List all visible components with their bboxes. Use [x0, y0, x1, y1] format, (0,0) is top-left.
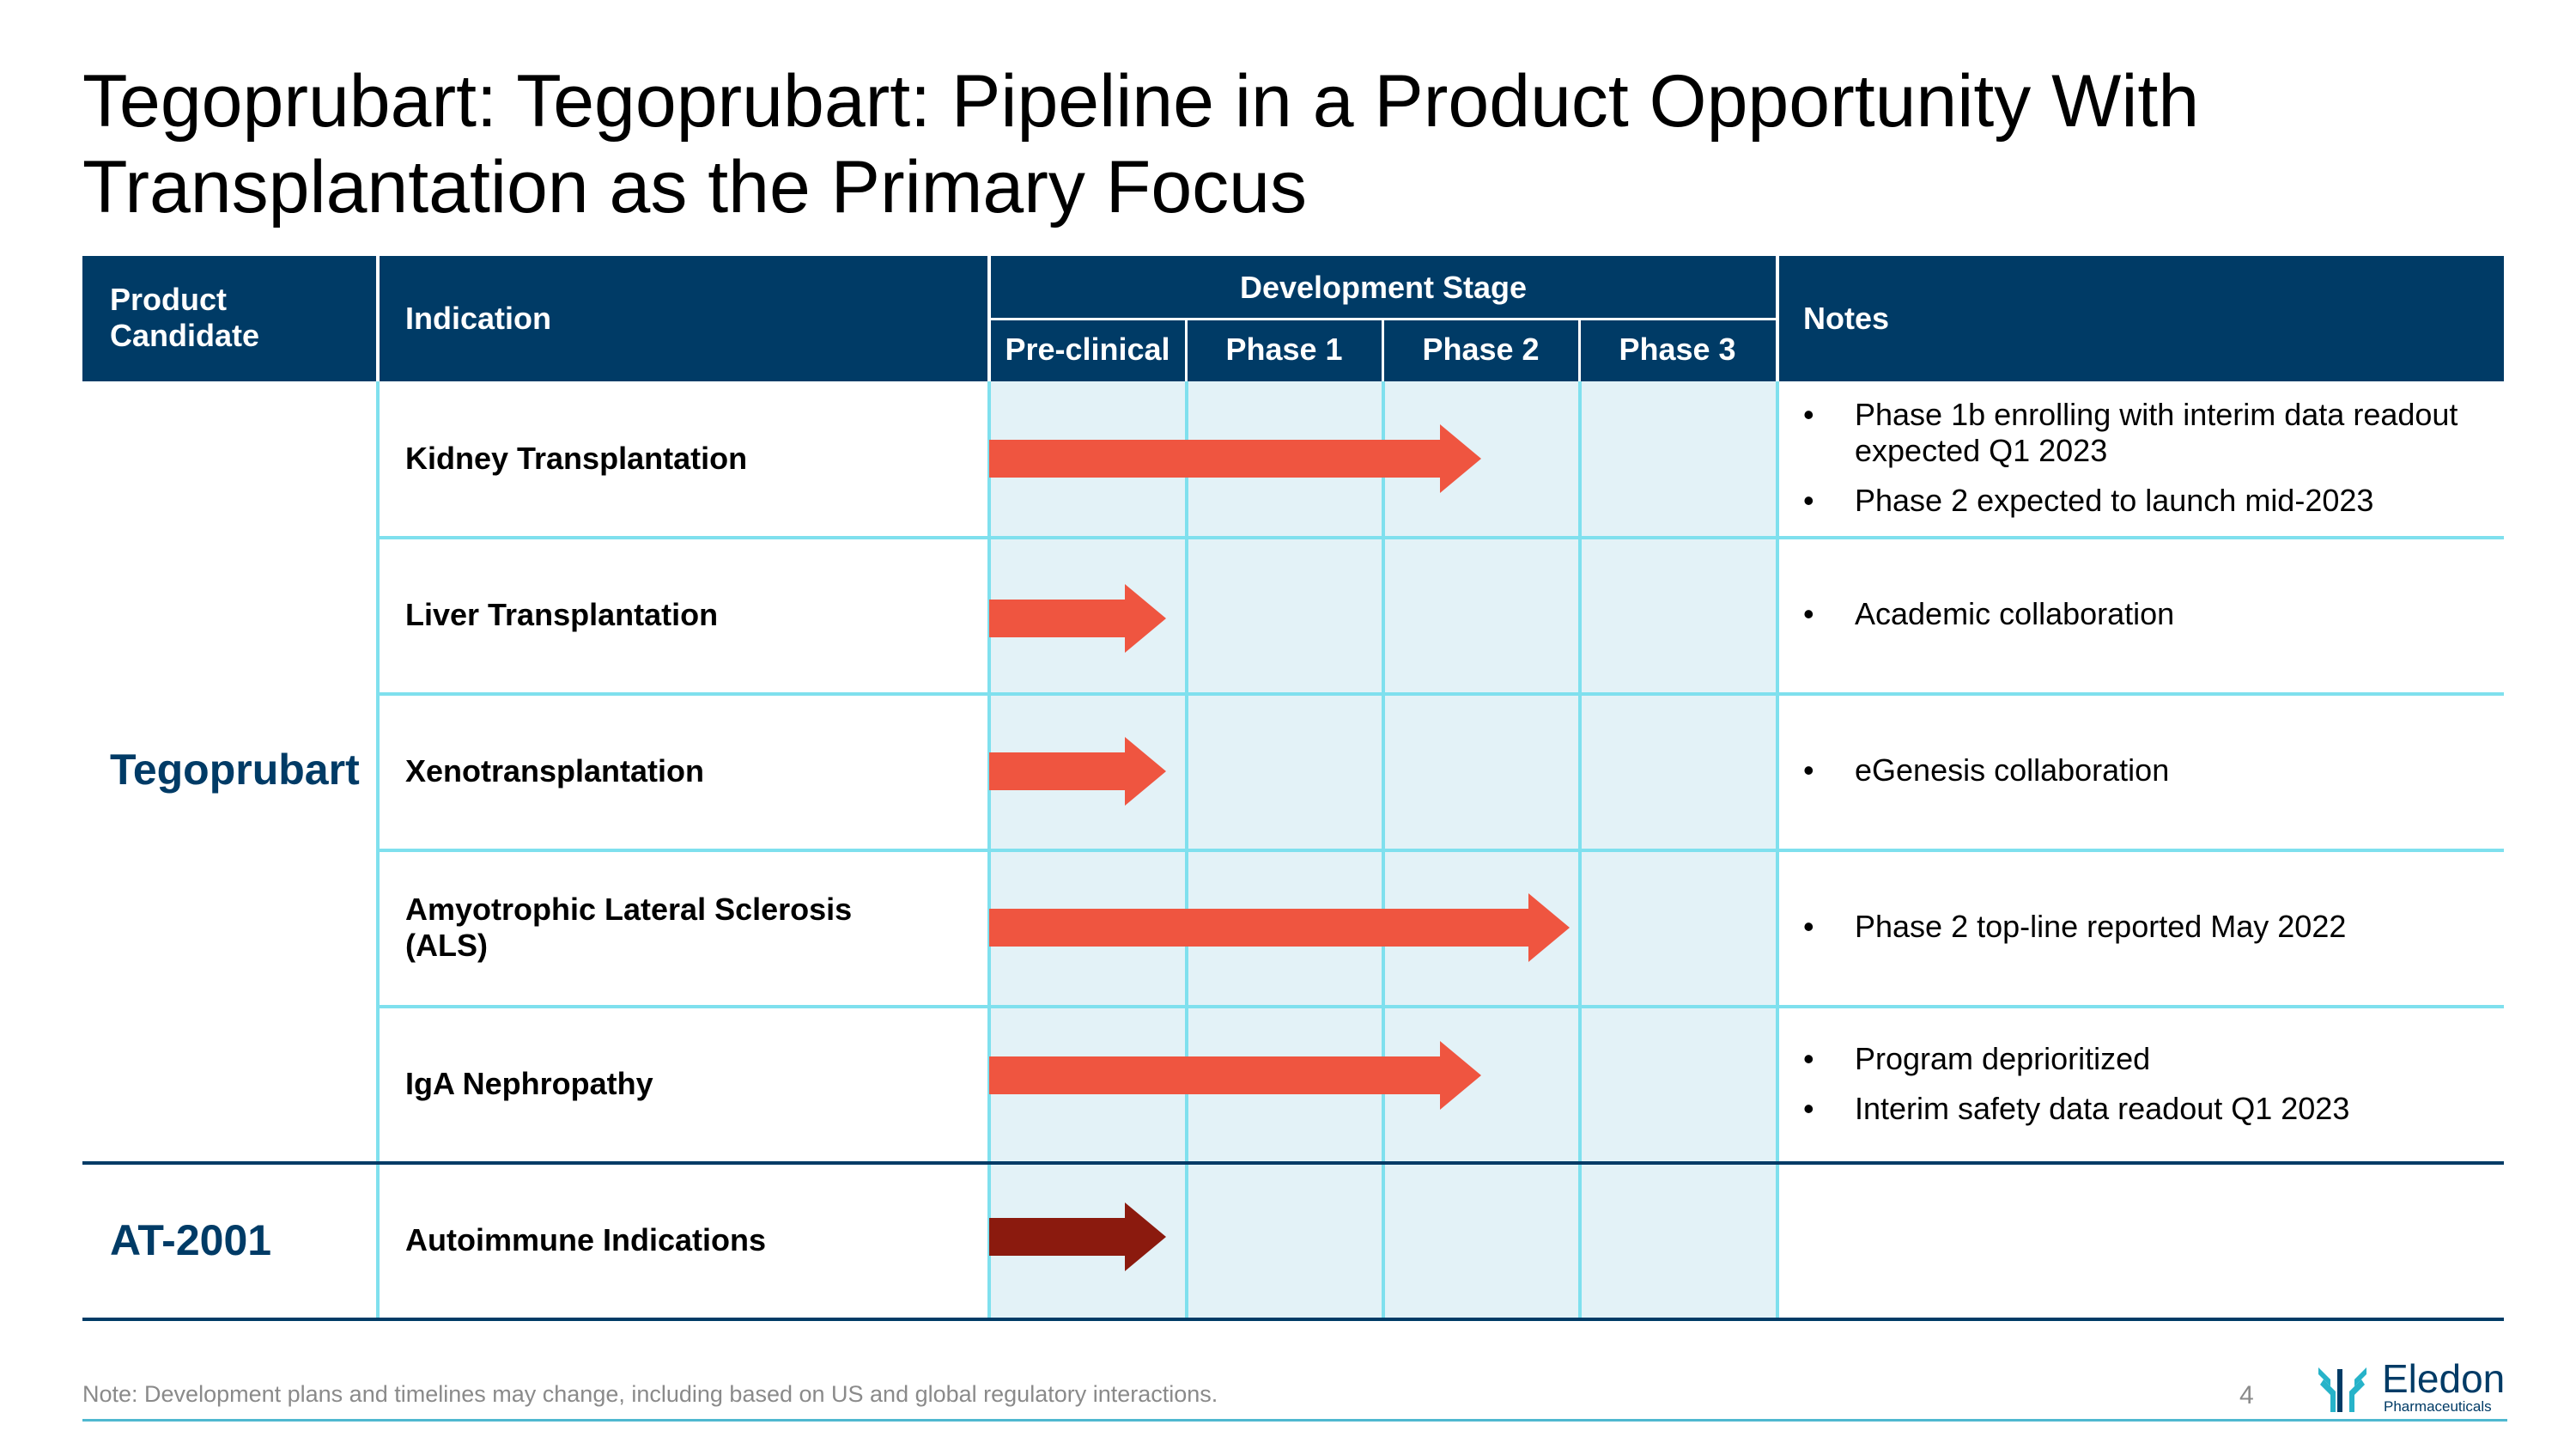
header-indication: Indication: [405, 301, 551, 336]
title-line-2: Transplantation as the Primary Focus: [82, 146, 1307, 228]
indication-xeno: Xenotransplantation: [405, 753, 705, 788]
row-divider: [378, 692, 2504, 696]
notes-als: Phase 2 top-line reported May 2022: [1803, 909, 2490, 959]
header-stage-phase-3: Phase 3: [1619, 332, 1736, 367]
note-item: Program deprioritized: [1803, 1041, 2490, 1077]
page-title: Tegoprubart: Tegoprubart: Pipeline in a …: [82, 58, 2538, 230]
header-stage-phase-1: Phase 1: [1225, 332, 1343, 367]
header-divider: [1776, 256, 1779, 381]
indication-autoimmune: Autoimmune Indications: [405, 1222, 767, 1257]
header-notes: Notes: [1803, 301, 1890, 336]
indication-liver: Liver Transplantation: [405, 597, 719, 632]
notes-kidney: Phase 1b enrolling with interim data rea…: [1803, 397, 2490, 533]
note-item: Academic collaboration: [1803, 596, 2490, 632]
note-item: Phase 1b enrolling with interim data rea…: [1803, 397, 2490, 469]
row-divider: [378, 849, 2504, 852]
progress-arrow-iga: [989, 1041, 1481, 1110]
progress-arrow-autoimmune: [989, 1202, 1167, 1271]
logo-wordmark: Eledon: [2382, 1356, 2506, 1401]
note-item: Interim safety data readout Q1 2023: [1803, 1091, 2490, 1127]
row-divider: [378, 536, 2504, 539]
header-divider: [376, 256, 380, 381]
product-tegoprubart: Tegoprubart: [110, 746, 360, 794]
eledon-logo-icon: [2318, 1367, 2366, 1412]
indication-als: Amyotrophic Lateral Sclerosis (ALS): [405, 892, 853, 963]
progress-arrow-liver: [989, 584, 1167, 653]
table-bottom-border: [82, 1318, 2504, 1321]
footnote: Note: Development plans and timelines ma…: [82, 1381, 1218, 1407]
note-item: Phase 2 top-line reported May 2022: [1803, 909, 2490, 945]
section-divider: [82, 1161, 2504, 1165]
indication-iga: IgA Nephropathy: [405, 1066, 653, 1101]
indication-kidney: Kidney Transplantation: [405, 441, 748, 476]
progress-arrow-kidney: [989, 424, 1481, 493]
page-number: 4: [2239, 1381, 2254, 1409]
notes-xeno: eGenesis collaboration: [1803, 752, 2490, 802]
header-divider: [1578, 320, 1581, 381]
eledon-logo: Eledon Pharmaceuticals: [2312, 1357, 2518, 1419]
header-stage-preclinical: Pre-clinical: [1005, 332, 1170, 367]
header-divider: [1185, 320, 1188, 381]
header-divider: [1382, 320, 1384, 381]
notes-iga: Program deprioritized Interim safety dat…: [1803, 1041, 2490, 1141]
header-product-candidate: Product Candidate: [110, 282, 260, 353]
progress-arrow-xeno: [989, 737, 1167, 806]
row-divider: [378, 1005, 2504, 1008]
title-line-1: Tegoprubart: Tegoprubart: Pipeline in a …: [82, 60, 2200, 143]
header-development-stage: Development Stage: [1239, 270, 1528, 305]
header-divider: [989, 318, 1777, 320]
progress-arrow-als: [989, 893, 1570, 962]
footer-divider: [82, 1419, 2507, 1422]
product-at-2001: AT-2001: [110, 1216, 272, 1264]
note-item: Phase 2 expected to launch mid-2023: [1803, 483, 2490, 519]
logo-subtitle: Pharmaceuticals: [2384, 1398, 2492, 1415]
notes-liver: Academic collaboration: [1803, 596, 2490, 646]
header-stage-phase-2: Phase 2: [1422, 332, 1540, 367]
note-item: eGenesis collaboration: [1803, 752, 2490, 788]
